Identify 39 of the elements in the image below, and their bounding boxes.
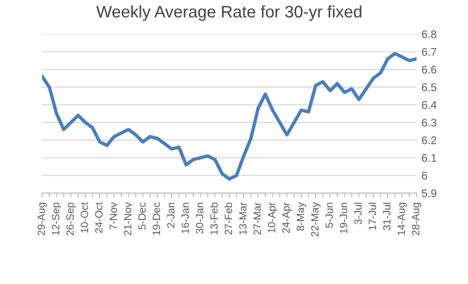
y-tick-label: 5.9: [422, 189, 436, 198]
x-tick-label: 10-Apr: [268, 202, 278, 233]
y-tick-label: 6.1: [422, 154, 436, 162]
x-tick-label: 13-Feb: [210, 202, 218, 234]
x-tick-label: 27-Mar: [254, 202, 261, 235]
x-tick-label: 2-Jan: [167, 202, 175, 228]
x-tick-label: 30-Jan: [196, 202, 204, 234]
y-tick-label: 6.5: [422, 83, 436, 92]
y-tick-label: 6.4: [422, 101, 436, 109]
x-tick-label: 17-Jul: [368, 202, 376, 230]
x-tick-label: 16-Jan: [182, 202, 189, 234]
x-tick-label: 19-Dec: [152, 202, 160, 235]
line-series: [42, 52, 417, 181]
x-tick-label: 28-Aug: [412, 202, 422, 236]
x-tick-label: 3-Jul: [354, 202, 362, 224]
x-tick-label: 5-Dec: [138, 202, 146, 230]
x-tick-label: 19-Jun: [340, 202, 348, 234]
chart-title: Weekly Average Rate for 30-yr fixed: [96, 5, 362, 21]
y-tick-label: 6.3: [422, 118, 436, 127]
x-tick-label: 21-Nov: [124, 202, 132, 236]
x-tick-label: 14-Aug: [398, 202, 407, 235]
y-tick-label: 6.8: [422, 30, 436, 38]
y-tick-label: 6.6: [422, 66, 436, 74]
x-tick-label: 8-May: [296, 202, 306, 231]
x-tick-label: 5-Jun: [326, 202, 333, 228]
x-tick-label: 27-Feb: [224, 202, 232, 235]
x-tick-label: 26-Sep: [66, 202, 76, 236]
x-tick-label: 10-Oct: [80, 202, 88, 233]
x-tick-label: 31-Jul: [382, 202, 391, 230]
y-tick-label: 6: [422, 172, 428, 180]
x-tick-label: 24-Apr: [282, 202, 292, 233]
x-tick-label: 7-Nov: [110, 202, 117, 230]
x-tick-label: 12-Sep: [52, 202, 62, 235]
x-tick-label: 22-May: [311, 202, 321, 236]
y-tick-label: 6.2: [422, 136, 436, 144]
y-tick-label: 6.7: [422, 48, 436, 56]
x-tick-label: 29-Aug: [38, 202, 47, 236]
x-tick-label: 24-Oct: [95, 202, 103, 233]
x-tick-label: 13-Mar: [239, 202, 247, 234]
